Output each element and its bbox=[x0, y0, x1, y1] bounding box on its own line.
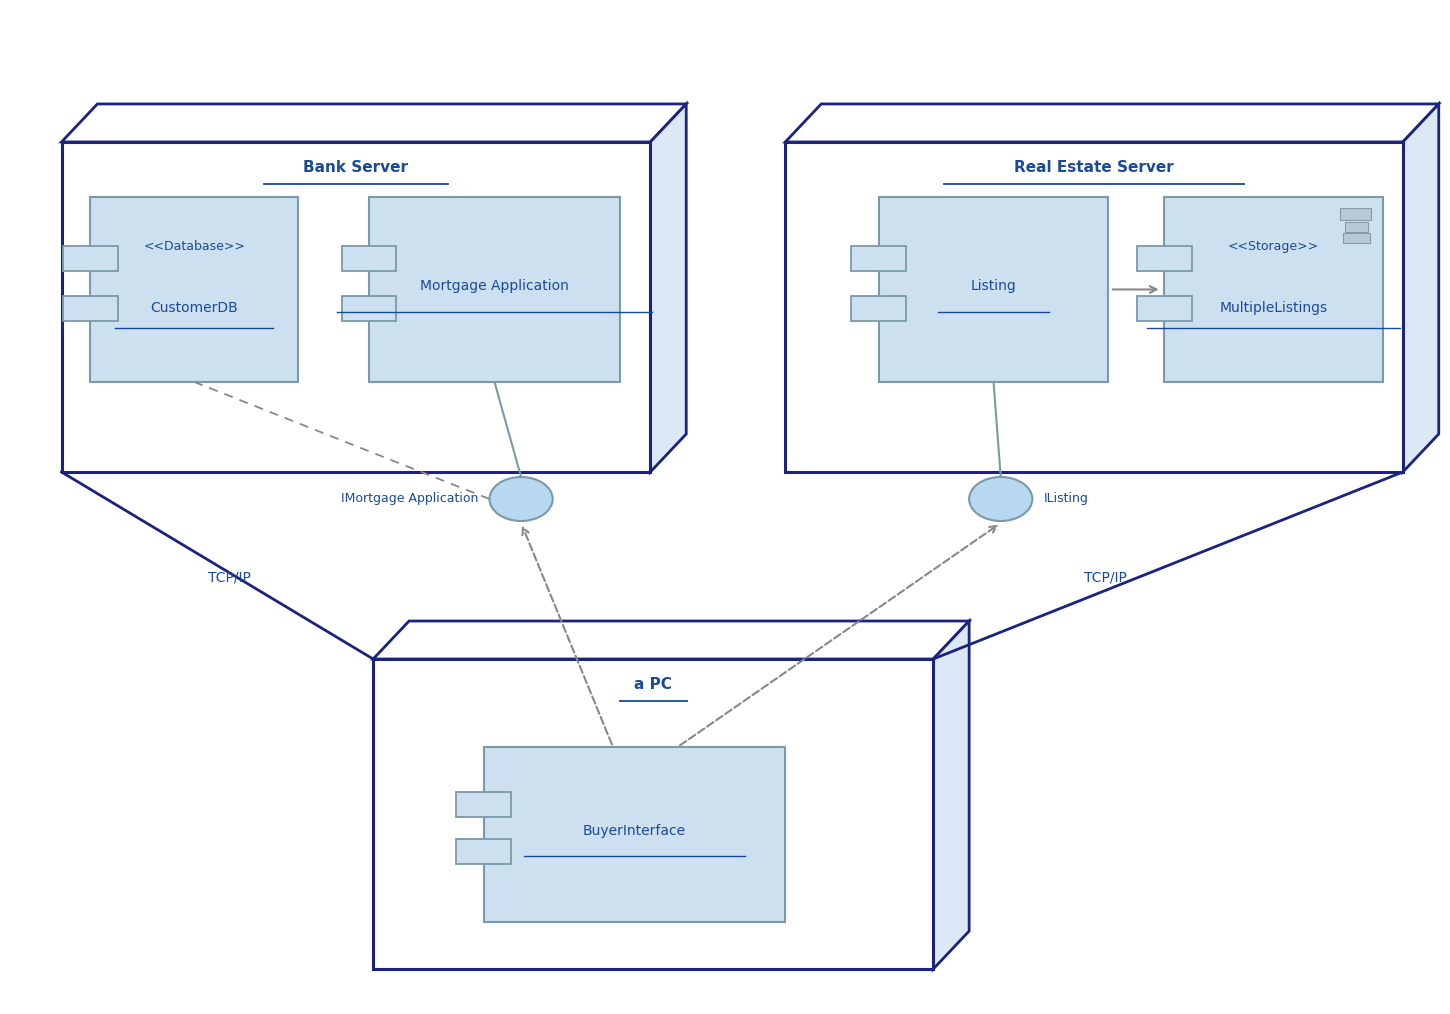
FancyBboxPatch shape bbox=[879, 197, 1108, 382]
FancyBboxPatch shape bbox=[342, 246, 396, 271]
Text: Real Estate Server: Real Estate Server bbox=[1014, 160, 1174, 175]
FancyBboxPatch shape bbox=[1340, 208, 1372, 220]
Text: CustomerDB: CustomerDB bbox=[151, 301, 238, 315]
Polygon shape bbox=[650, 104, 686, 472]
Text: <<Database>>: <<Database>> bbox=[144, 240, 245, 254]
FancyBboxPatch shape bbox=[484, 747, 786, 922]
FancyBboxPatch shape bbox=[1137, 246, 1192, 271]
FancyBboxPatch shape bbox=[61, 142, 650, 472]
FancyBboxPatch shape bbox=[851, 296, 906, 320]
FancyBboxPatch shape bbox=[1343, 233, 1370, 243]
Text: BuyerInterface: BuyerInterface bbox=[583, 824, 686, 838]
Text: Bank Server: Bank Server bbox=[303, 160, 409, 175]
FancyBboxPatch shape bbox=[1164, 197, 1383, 382]
Polygon shape bbox=[373, 621, 969, 659]
FancyBboxPatch shape bbox=[1346, 222, 1369, 232]
FancyBboxPatch shape bbox=[786, 142, 1402, 472]
Text: <<Storage>>: <<Storage>> bbox=[1228, 240, 1320, 254]
Polygon shape bbox=[1402, 104, 1438, 472]
Text: IMortgage Application: IMortgage Application bbox=[341, 493, 478, 506]
FancyBboxPatch shape bbox=[457, 840, 510, 864]
FancyBboxPatch shape bbox=[457, 792, 510, 817]
FancyBboxPatch shape bbox=[1137, 296, 1192, 320]
Polygon shape bbox=[786, 104, 1438, 142]
FancyBboxPatch shape bbox=[373, 659, 934, 969]
Text: a PC: a PC bbox=[634, 677, 673, 692]
Text: Mortgage Application: Mortgage Application bbox=[420, 279, 568, 293]
FancyBboxPatch shape bbox=[62, 296, 117, 320]
Circle shape bbox=[490, 477, 552, 521]
Text: MultipleListings: MultipleListings bbox=[1219, 301, 1328, 315]
FancyBboxPatch shape bbox=[90, 197, 299, 382]
Text: Listing: Listing bbox=[970, 279, 1016, 293]
Circle shape bbox=[969, 477, 1032, 521]
FancyBboxPatch shape bbox=[62, 246, 117, 271]
FancyBboxPatch shape bbox=[342, 296, 396, 320]
Text: IListing: IListing bbox=[1044, 493, 1089, 506]
FancyBboxPatch shape bbox=[851, 246, 906, 271]
Polygon shape bbox=[61, 104, 686, 142]
Polygon shape bbox=[934, 621, 969, 969]
Text: TCP/IP: TCP/IP bbox=[209, 570, 251, 584]
FancyBboxPatch shape bbox=[368, 197, 621, 382]
Text: TCP/IP: TCP/IP bbox=[1085, 570, 1127, 584]
